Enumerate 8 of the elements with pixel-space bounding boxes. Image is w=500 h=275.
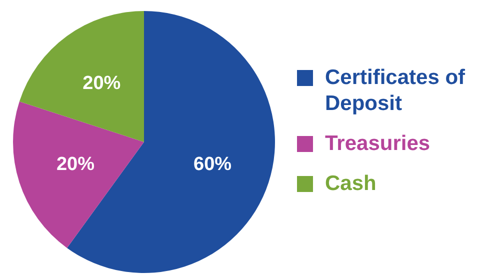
legend-label: Treasuries [325,130,432,156]
pie-slice [19,11,144,142]
pie-slice [13,102,144,248]
data-label: 20% [82,73,121,94]
legend-label: Certificates of Deposit [325,64,466,116]
data-label: 20% [56,154,95,175]
data-label: 60% [194,154,232,175]
legend-label: Cash [325,170,378,196]
